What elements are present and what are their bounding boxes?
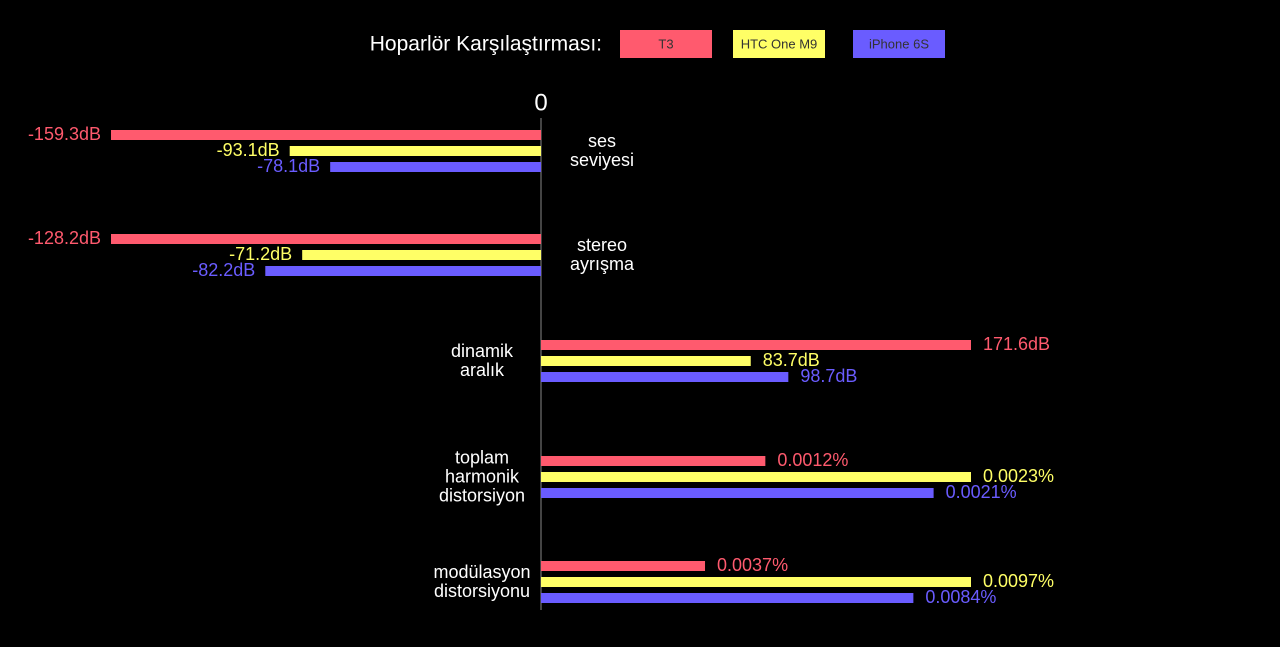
value-label: 0.0023% xyxy=(983,466,1054,486)
category-label: ses seviyesi xyxy=(569,131,635,170)
bar xyxy=(302,250,541,260)
bar xyxy=(541,577,971,587)
value-label: 171.6dB xyxy=(983,334,1050,354)
legend-label: iPhone 6S xyxy=(869,36,929,51)
bar xyxy=(111,130,541,140)
legend-swatch xyxy=(853,30,945,58)
value-label: 83.7dB xyxy=(763,350,820,370)
legend-label: HTC One M9 xyxy=(741,36,818,51)
category-label: toplam harmonik distorsiyon xyxy=(438,447,526,506)
bar xyxy=(265,266,541,276)
bar xyxy=(541,593,914,603)
value-label: 0.0037% xyxy=(717,555,788,575)
bar xyxy=(541,340,971,350)
legend-label: T3 xyxy=(658,36,673,51)
bar xyxy=(330,162,541,172)
category-label: modülasyon distorsiyonu xyxy=(433,562,531,601)
value-label: -71.2dB xyxy=(229,244,292,264)
value-label: -78.1dB xyxy=(257,156,320,176)
value-label: -93.1dB xyxy=(217,140,280,160)
value-label: -159.3dB xyxy=(28,124,101,144)
value-label: 0.0012% xyxy=(777,450,848,470)
chart-title: Hoparlör Karşılaştırması: xyxy=(370,33,602,56)
legend-swatch xyxy=(733,30,825,58)
category-label: stereo ayrışma xyxy=(569,235,635,274)
value-label: -82.2dB xyxy=(192,260,255,280)
bar xyxy=(541,561,706,571)
value-label: 0.0084% xyxy=(925,587,996,607)
bar xyxy=(541,372,789,382)
value-label: 0.0021% xyxy=(946,482,1017,502)
bar xyxy=(541,488,934,498)
bar xyxy=(541,456,766,466)
value-label: 98.7dB xyxy=(800,366,857,386)
category-label: dinamik aralık xyxy=(450,341,514,380)
bar xyxy=(289,146,541,156)
x-tick-label: 0 xyxy=(534,89,547,116)
value-label: -128.2dB xyxy=(28,228,101,248)
bar xyxy=(541,472,971,482)
value-label: 0.0097% xyxy=(983,571,1054,591)
bar xyxy=(541,356,751,366)
legend-swatch xyxy=(620,30,712,58)
bar xyxy=(111,234,541,244)
